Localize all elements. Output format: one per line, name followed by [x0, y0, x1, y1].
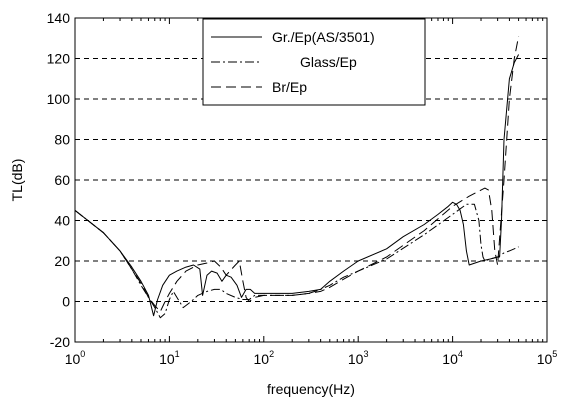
x-tick-label: 105: [537, 349, 558, 367]
x-tick-label: 101: [159, 349, 180, 367]
x-axis-label: frequency(Hz): [267, 381, 355, 397]
y-tick-label: 60: [54, 172, 70, 188]
y-tick-label: 20: [54, 253, 70, 269]
legend-label-br-ep: Br/Ep: [272, 79, 307, 95]
y-tick-label: 100: [47, 91, 71, 107]
x-axis: 100 101 102 103 104 105: [65, 18, 558, 367]
y-tick-label: 40: [54, 213, 70, 229]
x-tick-label: 100: [65, 349, 86, 367]
legend: Gr./Ep(AS/3501) Glass/Ep Br/Ep: [202, 18, 426, 106]
y-tick-label: 80: [54, 132, 70, 148]
legend-label-gr-ep: Gr./Ep(AS/3501): [272, 29, 375, 45]
y-tick-label: 0: [62, 294, 70, 310]
legend-label-glass-ep: Glass/Ep: [300, 54, 357, 70]
series-layer: [74, 36, 520, 319]
y-tick-label: 120: [47, 51, 71, 67]
series-line-0: [74, 54, 520, 317]
series-line-2: [74, 36, 520, 313]
y-tick-label: -20: [50, 334, 70, 350]
series-line-1: [74, 203, 519, 319]
y-axis-label: TL(dB): [9, 159, 25, 202]
x-tick-label: 103: [348, 349, 369, 367]
x-tick-label: 102: [254, 349, 275, 367]
y-tick-label: 140: [47, 10, 71, 26]
plot-frame: [74, 17, 548, 343]
x-tick-label: 104: [442, 349, 463, 367]
